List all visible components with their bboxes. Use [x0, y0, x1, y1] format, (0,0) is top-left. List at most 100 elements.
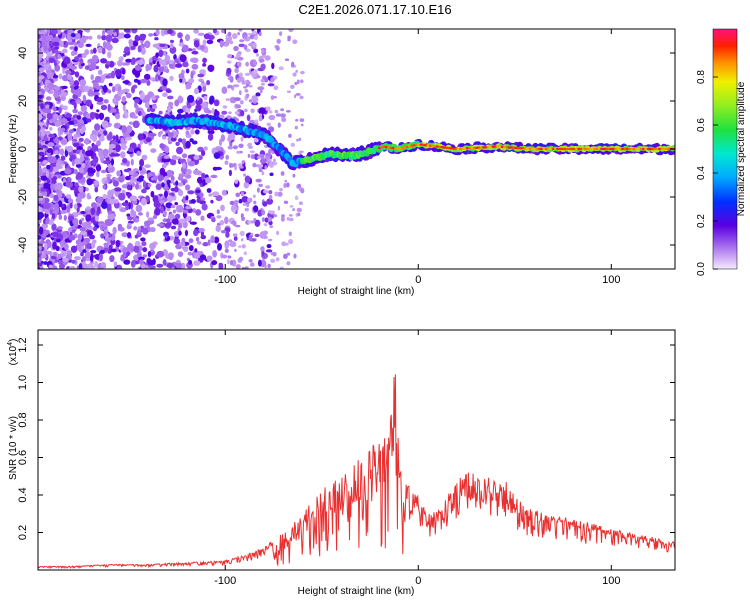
speckle-mark [158, 177, 163, 182]
speckle-mark [77, 30, 83, 34]
speckle-mark [130, 45, 136, 51]
speckle-mark [188, 245, 194, 252]
speckle-mark [193, 40, 200, 48]
speckle-mark [59, 95, 66, 101]
speckle-mark [157, 75, 161, 80]
speckle-mark [116, 264, 123, 269]
speckle-mark [148, 141, 153, 146]
speckle-mark [243, 86, 248, 89]
speckle-mark [101, 29, 106, 36]
speckle-mark [81, 149, 86, 155]
speckle-mark [168, 59, 175, 65]
speckle-mark [94, 253, 101, 260]
speckle-mark [193, 29, 199, 34]
speckle-mark [273, 158, 276, 162]
speckle-mark [235, 192, 240, 198]
speckle-mark [247, 142, 252, 147]
speckle-mark [219, 220, 225, 226]
speckle-mark [78, 167, 85, 174]
speckle-mark [45, 96, 52, 101]
speckle-mark [105, 61, 111, 65]
speckle-mark [71, 229, 76, 234]
speckle-mark [131, 176, 136, 181]
speckle-mark [206, 255, 213, 262]
speckle-mark [159, 200, 165, 204]
speckle-mark [209, 95, 215, 104]
speckle-mark [247, 220, 252, 224]
speckle-mark [120, 151, 126, 159]
spectrogram-ylabel: Frequency (Hz) [8, 115, 19, 184]
speckle-mark [60, 127, 66, 132]
speckle-mark [175, 63, 183, 68]
speckle-mark [217, 243, 222, 251]
speckle-mark [117, 60, 123, 67]
speckle-mark [243, 251, 247, 256]
speckle-mark [196, 236, 200, 242]
speckle-mark [123, 33, 131, 39]
speckle-mark [193, 155, 200, 160]
speckle-mark [123, 29, 131, 33]
speckle-mark [48, 66, 52, 72]
speckle-mark [164, 190, 168, 198]
speckle-mark [161, 163, 167, 169]
speckle-mark [40, 130, 46, 137]
speckle-mark [224, 248, 229, 253]
speckle-mark [150, 148, 157, 153]
speckle-mark [229, 40, 234, 45]
speckle-mark [69, 154, 76, 160]
speckle-mark [213, 236, 220, 244]
speckle-mark [198, 98, 203, 104]
speckle-mark [256, 187, 260, 193]
speckle-mark [167, 252, 174, 260]
speckle-mark [240, 191, 244, 197]
speckle-mark [296, 138, 299, 142]
speckle-mark [177, 189, 184, 197]
speckle-mark [212, 29, 217, 34]
speckle-mark [188, 238, 194, 244]
speckle-mark [38, 113, 43, 121]
speckle-mark [189, 221, 197, 225]
speckle-mark [153, 200, 161, 209]
speckle-mark [283, 200, 289, 204]
speckle-mark [112, 86, 116, 93]
speckle-mark [144, 94, 151, 101]
speckle-mark [38, 31, 42, 35]
speckle-mark [162, 259, 167, 266]
speckle-mark [257, 209, 263, 217]
speckle-mark [158, 132, 162, 137]
snr-ylabel: SNR (10 * v/v) [8, 416, 19, 480]
speckle-mark [154, 37, 159, 41]
speckle-mark [254, 233, 260, 238]
speckle-mark [89, 255, 94, 262]
speckle-mark [198, 78, 204, 83]
speckle-mark [271, 62, 275, 70]
speckle-mark [46, 71, 54, 79]
speckle-mark [124, 46, 130, 53]
speckle-mark [284, 58, 290, 61]
speckle-mark [122, 252, 127, 258]
speckle-mark [207, 129, 215, 135]
speckle-mark [115, 69, 122, 77]
speckle-mark [66, 33, 73, 41]
speckle-mark [139, 34, 146, 41]
speckle-mark [248, 99, 252, 103]
speckle-mark [72, 108, 78, 114]
speckle-mark [241, 160, 245, 164]
speckle-mark [53, 252, 57, 257]
speckle-mark [74, 158, 82, 165]
speckle-mark [126, 92, 132, 99]
speckle-mark [85, 43, 92, 48]
speckle-mark [159, 143, 165, 149]
speckle-mark [238, 199, 243, 204]
speckle-mark [58, 259, 63, 265]
spectrogram-axes: -100 0 100 -40 -20 0 20 40 [17, 29, 675, 286]
speckle-mark [288, 214, 293, 217]
speckle-mark [47, 142, 55, 148]
speckle-mark [233, 236, 238, 241]
speckle-mark [84, 65, 90, 70]
speckle-mark [120, 143, 127, 150]
speckle-mark [191, 50, 199, 55]
speckle-mark [126, 251, 130, 257]
speckle-mark [185, 68, 190, 74]
speckle-mark [57, 53, 61, 60]
